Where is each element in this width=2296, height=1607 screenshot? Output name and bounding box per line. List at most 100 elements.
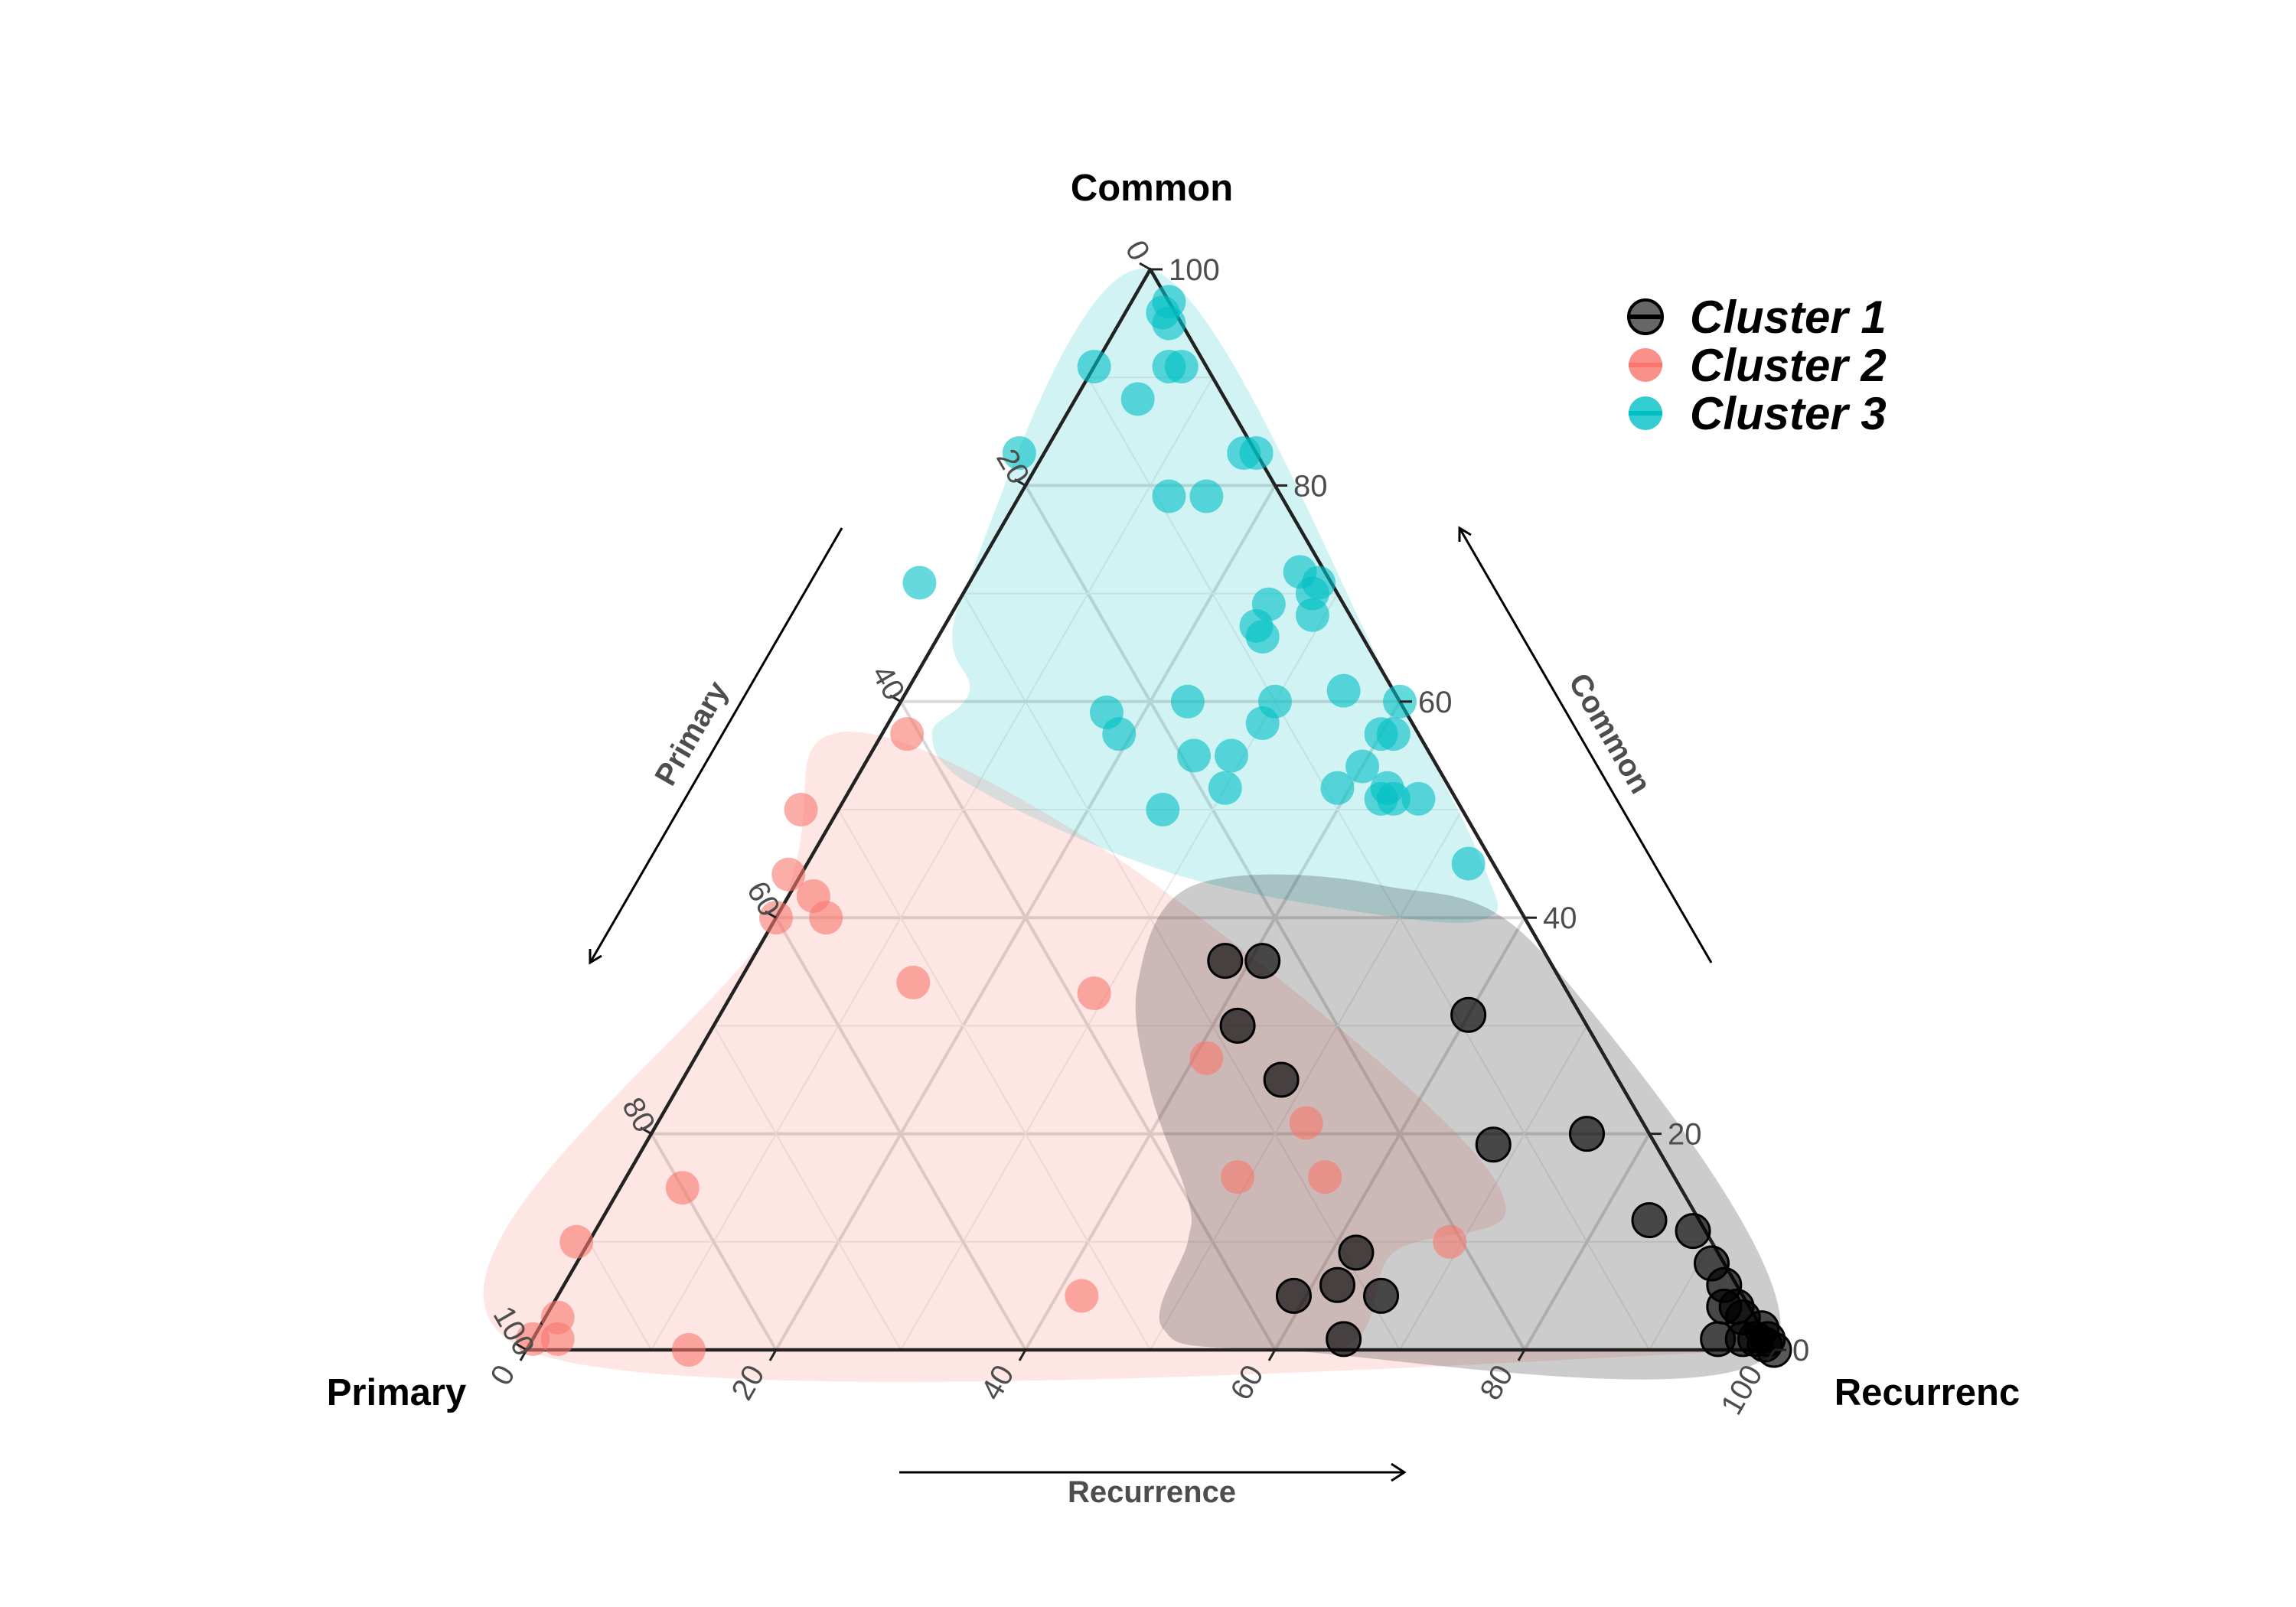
point-cluster-3-25: [1177, 738, 1212, 773]
point-cluster-2-18: [1289, 1106, 1323, 1140]
point-cluster-2-14: [1189, 1041, 1224, 1075]
point-cluster-3-22: [1170, 684, 1205, 719]
gridline-primary-50: [837, 809, 1151, 1351]
point-cluster-1-5: [1219, 1007, 1256, 1044]
point-cluster-1-0: [1275, 1277, 1312, 1314]
point-cluster-3-39: [1376, 717, 1411, 751]
point-cluster-3-4: [1120, 382, 1155, 416]
legend-item-cluster-1: Cluster 1: [1627, 292, 1887, 343]
tick-label-common-0: 0: [1792, 1334, 1809, 1367]
point-cluster-3-19: [1295, 598, 1329, 632]
cluster-region-1: [1135, 874, 1781, 1380]
point-cluster-1-11: [1569, 1116, 1605, 1152]
legend-label-cluster-1: Cluster 1: [1690, 292, 1887, 343]
point-cluster-3-27: [1214, 738, 1248, 773]
point-cluster-2-16: [1065, 1279, 1099, 1313]
point-cluster-3-3: [1077, 350, 1111, 384]
point-cluster-3-12: [902, 566, 937, 600]
point-cluster-1-4: [1338, 1234, 1375, 1271]
point-cluster-1-3: [1363, 1277, 1400, 1314]
point-cluster-2-9: [771, 857, 806, 892]
point-cluster-1-12: [1631, 1202, 1668, 1239]
point-cluster-2-17: [1308, 1160, 1342, 1195]
point-cluster-3-34: [1451, 846, 1486, 881]
gridline-primary-10: [1087, 376, 1650, 1351]
point-cluster-3-10: [1152, 479, 1186, 513]
tick-recurrence-80: [1517, 1349, 1526, 1361]
vertex-label-top: Common: [1071, 168, 1233, 209]
vertex-label-right: Recurrenc: [1835, 1372, 2020, 1413]
point-cluster-3-28: [1146, 793, 1180, 826]
tick-recurrence-40: [1018, 1349, 1027, 1361]
point-cluster-2-11: [784, 793, 818, 826]
tick-primary-100: [515, 1342, 527, 1351]
point-cluster-3-11: [1189, 479, 1224, 513]
tick-label-common-20: 20: [1668, 1118, 1702, 1152]
vertex-label-left: Primary: [327, 1372, 467, 1413]
point-cluster-3-37: [1345, 749, 1380, 784]
axis-title-right: Common: [1562, 667, 1658, 799]
point-cluster-3-36: [1401, 781, 1436, 816]
tick-primary-0: [1139, 262, 1151, 271]
point-cluster-1-6: [1263, 1061, 1300, 1098]
tick-label-recurrence-0: 0: [484, 1360, 522, 1391]
point-cluster-2-15: [1221, 1160, 1255, 1195]
tick-recurrence-20: [768, 1349, 778, 1361]
legend-label-cluster-2: Cluster 2: [1690, 340, 1887, 391]
point-cluster-2-2: [540, 1322, 575, 1356]
tick-label-common-40: 40: [1543, 901, 1577, 935]
axis-title-right-group: Common: [1458, 526, 1713, 963]
tick-primary-80: [640, 1126, 652, 1135]
point-cluster-2-5: [665, 1171, 700, 1205]
tick-primary-40: [889, 694, 902, 703]
gridline-recurrence-60: [1274, 917, 1526, 1351]
gridline-recurrence-50: [1150, 809, 1463, 1351]
point-cluster-1-1: [1326, 1321, 1362, 1358]
triangle-frame: [524, 267, 1776, 1352]
tick-recurrence-0: [519, 1349, 528, 1361]
point-cluster-2-3: [671, 1333, 706, 1367]
gridline-primary-70: [713, 1025, 902, 1351]
point-cluster-3-26: [1208, 771, 1242, 805]
point-cluster-1-8: [1244, 943, 1281, 980]
point-cluster-1-15: [1675, 1213, 1711, 1250]
axis-title-bottom-group: Recurrence: [899, 1462, 1407, 1509]
point-cluster-3-2: [1152, 306, 1186, 341]
tick-label-common-60: 60: [1418, 686, 1453, 719]
legend: Cluster 1 Cluster 2 Cluster 3: [1627, 292, 1887, 439]
point-cluster-1-25: [1724, 1321, 1761, 1358]
point-cluster-2-13: [1077, 976, 1111, 1011]
point-cluster-3-7: [1002, 436, 1036, 471]
point-cluster-2-4: [559, 1224, 594, 1259]
tick-primary-60: [765, 910, 777, 919]
gridline-recurrence-10: [651, 376, 1214, 1351]
point-cluster-3-30: [1326, 673, 1361, 708]
data-points: [516, 285, 1792, 1368]
point-cluster-3-38: [1320, 771, 1355, 805]
point-cluster-2-19: [1433, 1224, 1467, 1259]
axis-title-bottom: Recurrence: [1068, 1475, 1236, 1509]
point-cluster-1-7: [1207, 943, 1244, 980]
legend-label-cluster-3: Cluster 3: [1690, 388, 1887, 439]
gridline-primary-80: [650, 1133, 778, 1351]
tick-recurrence-60: [1267, 1349, 1277, 1361]
point-cluster-2-10: [896, 965, 931, 999]
tick-recurrence-100: [1766, 1349, 1776, 1361]
gridline-primary-90: [588, 1241, 652, 1351]
point-cluster-3-6: [1164, 350, 1199, 384]
legend-item-cluster-2: Cluster 2: [1629, 340, 1887, 391]
legend-item-cluster-3: Cluster 3: [1629, 388, 1887, 439]
point-cluster-3-24: [1258, 684, 1292, 719]
gridline-recurrence-80: [1523, 1133, 1651, 1351]
gridline-recurrence-70: [1399, 1025, 1588, 1351]
point-cluster-2-8: [796, 878, 830, 913]
point-cluster-1-9: [1475, 1126, 1512, 1163]
tick-label-primary-0: 0: [1119, 235, 1156, 266]
point-cluster-3-15: [1245, 620, 1280, 654]
gridline-primary-60: [775, 917, 1027, 1351]
triangle-outline: [524, 267, 1776, 1352]
tick-label-common-80: 80: [1293, 469, 1328, 503]
tick-label-common-100: 100: [1169, 253, 1220, 287]
point-cluster-3-9: [1239, 436, 1274, 471]
